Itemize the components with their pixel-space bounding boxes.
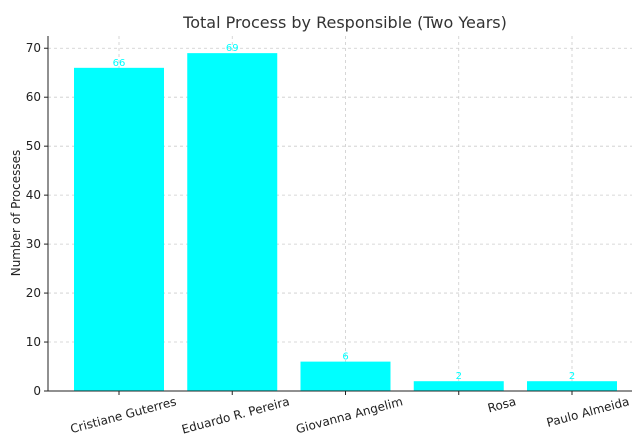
y-axis-label: Number of Processes [9, 150, 23, 277]
y-ticks: 0 10 20 30 40 50 60 70 [26, 41, 48, 398]
axes [47, 36, 632, 392]
bar-value-label: 6 [342, 352, 348, 363]
bar [300, 361, 391, 391]
bar-value-label: 2 [456, 371, 462, 382]
bar-value-label: 2 [569, 371, 575, 382]
chart-title: Total Process by Responsible (Two Years) [182, 13, 507, 32]
bar [527, 381, 617, 391]
x-tick-label: Eduardo R. Pereira [180, 394, 291, 436]
data-labels: 66 69 6 2 2 [113, 43, 576, 382]
bars [74, 53, 617, 392]
y-tick-label: 20 [26, 286, 41, 300]
bar-value-label: 69 [226, 43, 239, 54]
bar [74, 67, 164, 392]
y-tick-label: 0 [33, 384, 41, 398]
bar [187, 53, 278, 391]
y-tick-label: 40 [26, 188, 41, 202]
bar-value-label: 66 [113, 58, 126, 69]
x-ticks: Cristiane Guterres Eduardo R. Pereira Giov… [69, 391, 631, 436]
bar [413, 381, 504, 391]
y-tick-label: 70 [26, 41, 41, 55]
x-tick-label: Giovanna Angelim [294, 394, 404, 436]
y-tick-label: 50 [26, 139, 41, 153]
y-tick-label: 10 [26, 335, 41, 349]
x-tick-label: Rosa [486, 394, 517, 415]
y-tick-label: 60 [26, 90, 41, 104]
x-tick-label: Paulo Almeida [545, 394, 631, 430]
y-tick-label: 30 [26, 237, 41, 251]
x-tick-label: Cristiane Guterres [69, 394, 178, 436]
